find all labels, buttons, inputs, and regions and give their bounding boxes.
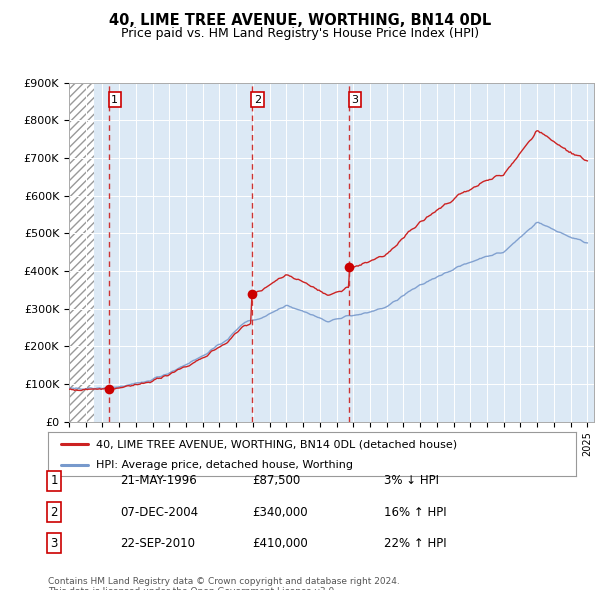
Text: Price paid vs. HM Land Registry's House Price Index (HPI): Price paid vs. HM Land Registry's House … <box>121 27 479 40</box>
Text: 3: 3 <box>352 94 359 104</box>
Text: 2: 2 <box>50 506 58 519</box>
Text: 16% ↑ HPI: 16% ↑ HPI <box>384 506 446 519</box>
Text: HPI: Average price, detached house, Worthing: HPI: Average price, detached house, Wort… <box>95 460 353 470</box>
Text: £410,000: £410,000 <box>252 537 308 550</box>
Text: £340,000: £340,000 <box>252 506 308 519</box>
Bar <box>69 83 94 422</box>
Text: 22% ↑ HPI: 22% ↑ HPI <box>384 537 446 550</box>
Text: £87,500: £87,500 <box>252 474 300 487</box>
Text: 22-SEP-2010: 22-SEP-2010 <box>120 537 195 550</box>
Text: 07-DEC-2004: 07-DEC-2004 <box>120 506 198 519</box>
Text: 2: 2 <box>254 94 261 104</box>
Text: 1: 1 <box>50 474 58 487</box>
Text: 40, LIME TREE AVENUE, WORTHING, BN14 0DL (detached house): 40, LIME TREE AVENUE, WORTHING, BN14 0DL… <box>95 440 457 449</box>
Text: 3% ↓ HPI: 3% ↓ HPI <box>384 474 439 487</box>
Text: 21-MAY-1996: 21-MAY-1996 <box>120 474 197 487</box>
Text: Contains HM Land Registry data © Crown copyright and database right 2024.
This d: Contains HM Land Registry data © Crown c… <box>48 577 400 590</box>
Text: 1: 1 <box>112 94 118 104</box>
Text: 3: 3 <box>50 537 58 550</box>
Text: 40, LIME TREE AVENUE, WORTHING, BN14 0DL: 40, LIME TREE AVENUE, WORTHING, BN14 0DL <box>109 13 491 28</box>
